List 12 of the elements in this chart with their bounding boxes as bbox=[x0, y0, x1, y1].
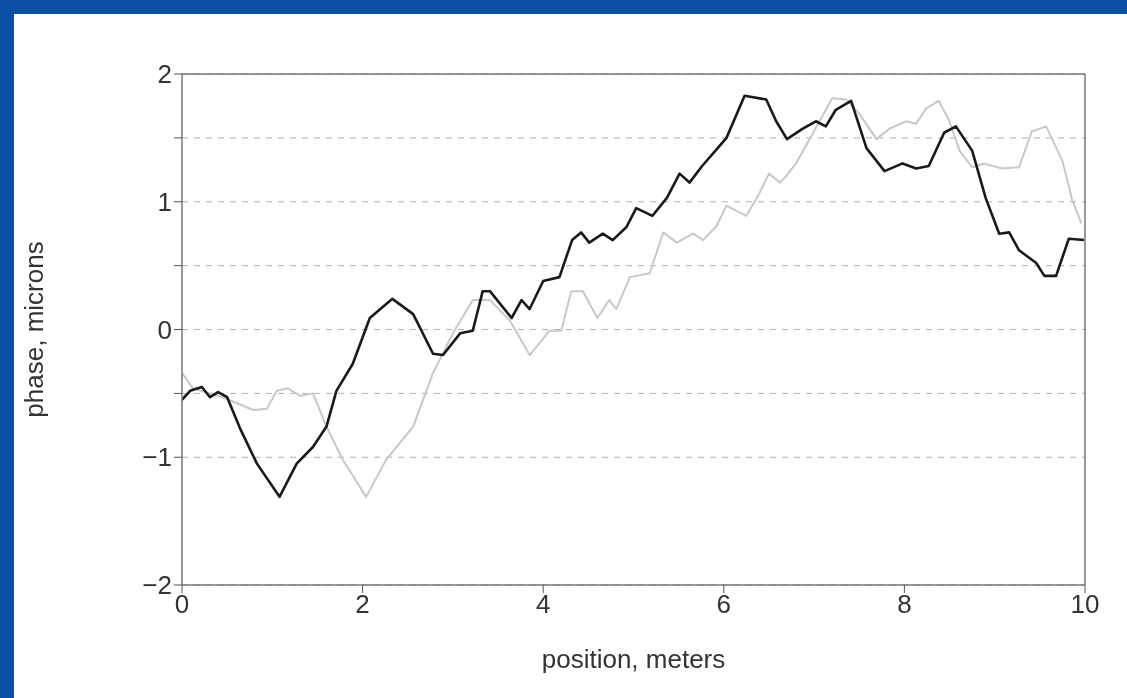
x-tick-label: 8 bbox=[897, 589, 912, 620]
y-tick-label: −1 bbox=[142, 442, 172, 473]
y-tick-label: 1 bbox=[157, 186, 172, 217]
y-tick-label: −2 bbox=[142, 570, 172, 601]
y-axis-title: phase, microns bbox=[19, 241, 50, 418]
x-tick-label: 2 bbox=[355, 589, 370, 620]
x-tick-label: 6 bbox=[716, 589, 732, 620]
x-tick-label: 4 bbox=[535, 589, 551, 620]
x-tick-label: 10 bbox=[1070, 589, 1100, 620]
y-tick-label: 0 bbox=[157, 314, 172, 345]
y-tick-label: 2 bbox=[157, 59, 172, 90]
x-axis-title: position, meters bbox=[541, 644, 726, 674]
